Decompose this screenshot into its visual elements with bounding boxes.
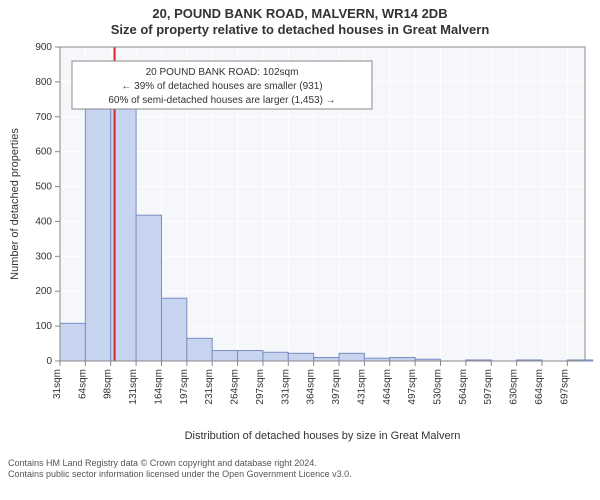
- footer-line2: Contains public sector information licen…: [8, 469, 592, 481]
- chart-title: 20, POUND BANK ROAD, MALVERN, WR14 2DB S…: [0, 0, 600, 39]
- x-tick-label: 331sqm: [280, 369, 291, 405]
- x-tick-label: 564sqm: [458, 369, 469, 405]
- annotation-line3: 60% of semi-detached houses are larger (…: [108, 95, 335, 106]
- x-tick-label: 597sqm: [483, 369, 494, 405]
- annotation-line1: 20 POUND BANK ROAD: 102sqm: [146, 67, 299, 78]
- y-tick-label: 100: [35, 321, 52, 332]
- y-tick-label: 300: [35, 251, 52, 262]
- x-tick-label: 397sqm: [331, 369, 342, 405]
- x-tick-label: 697sqm: [559, 369, 570, 405]
- y-tick-label: 0: [46, 356, 52, 367]
- x-tick-label: 297sqm: [255, 369, 266, 405]
- histogram-bar: [85, 101, 110, 361]
- x-tick-label: 64sqm: [77, 369, 88, 399]
- x-tick-label: 664sqm: [534, 369, 545, 405]
- title-line2: Size of property relative to detached ho…: [0, 22, 600, 38]
- y-tick-label: 700: [35, 111, 52, 122]
- x-tick-label: 364sqm: [306, 369, 317, 405]
- x-tick-label: 164sqm: [153, 369, 164, 405]
- x-tick-label: 431sqm: [356, 369, 367, 405]
- x-tick-label: 264sqm: [230, 369, 241, 405]
- footer: Contains HM Land Registry data © Crown c…: [0, 454, 600, 485]
- histogram-bar: [339, 353, 364, 361]
- y-tick-label: 600: [35, 146, 52, 157]
- x-tick-label: 464sqm: [382, 369, 393, 405]
- x-axis-label: Distribution of detached houses by size …: [185, 430, 461, 442]
- x-tick-label: 31sqm: [52, 369, 63, 399]
- x-tick-label: 630sqm: [509, 369, 520, 405]
- y-tick-label: 900: [35, 42, 52, 53]
- x-tick-label: 530sqm: [432, 369, 443, 405]
- histogram-bar: [136, 215, 161, 361]
- y-tick-label: 200: [35, 286, 52, 297]
- y-tick-label: 500: [35, 181, 52, 192]
- histogram-chart: 0 100 200 300 400 500 600 700 800 900 31sqm 64sqm 98…: [0, 39, 600, 449]
- x-tick-label: 197sqm: [179, 369, 190, 405]
- histogram-bar: [161, 298, 186, 361]
- histogram-bar: [212, 350, 237, 360]
- histogram-bar: [314, 357, 339, 360]
- title-line1: 20, POUND BANK ROAD, MALVERN, WR14 2DB: [0, 6, 600, 22]
- histogram-bar: [60, 323, 85, 361]
- histogram-bar: [238, 350, 263, 360]
- annotation-line2: ← 39% of detached houses are smaller (93…: [121, 81, 322, 92]
- histogram-bar: [187, 338, 212, 361]
- x-tick-label: 497sqm: [407, 369, 418, 405]
- x-tick-label: 98sqm: [103, 369, 114, 399]
- histogram-bar: [390, 357, 415, 360]
- y-tick-label: 800: [35, 76, 52, 87]
- x-tick-label: 131sqm: [128, 369, 139, 405]
- y-axis-label: Number of detached properties: [9, 127, 21, 279]
- y-tick-label: 400: [35, 216, 52, 227]
- x-tick-label: 231sqm: [204, 369, 215, 405]
- histogram-bar: [263, 352, 288, 361]
- histogram-bar: [288, 353, 313, 361]
- footer-line1: Contains HM Land Registry data © Crown c…: [8, 458, 592, 470]
